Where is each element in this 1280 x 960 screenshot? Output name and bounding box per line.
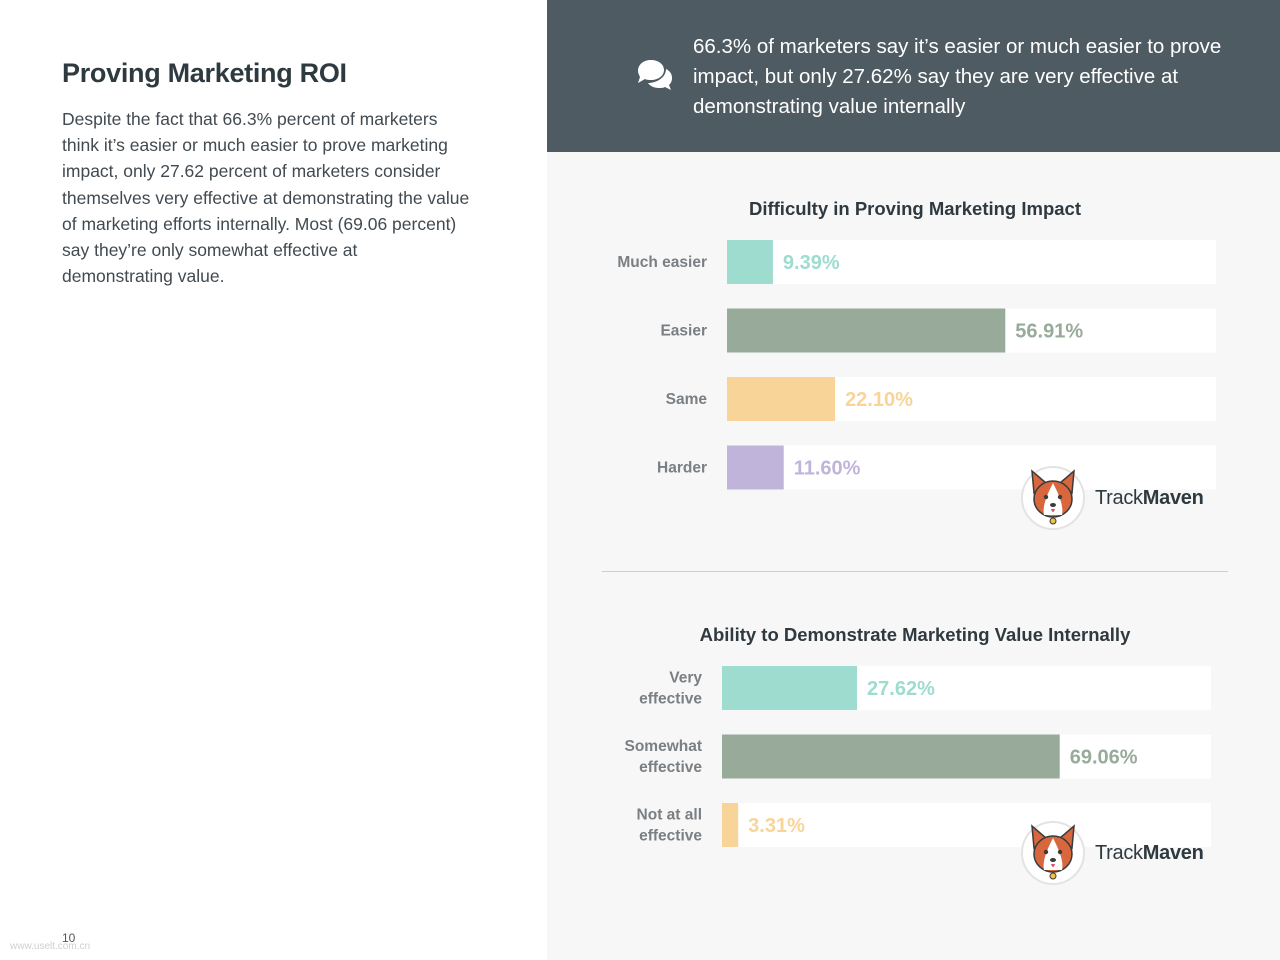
trackmaven-logo-2: TrackMaven <box>1020 820 1216 886</box>
page-number: 10 <box>62 931 76 945</box>
bar-track <box>727 445 1216 490</box>
value-label: 56.91% <box>1015 321 1083 343</box>
category-label: Much easier <box>617 254 707 271</box>
category-label-line: effective <box>639 828 702 845</box>
bar <box>722 803 739 847</box>
value-label: 3.31% <box>748 815 805 837</box>
logo-wordmark: TrackMaven <box>1095 842 1204 865</box>
logo-wordmark: TrackMaven <box>1095 487 1204 510</box>
category-label-line: Harder <box>657 460 707 477</box>
section-divider <box>602 571 1228 572</box>
bar <box>727 240 773 284</box>
bar-track <box>727 240 1216 284</box>
category-label-line: Easier <box>660 323 707 340</box>
category-label: Harder <box>657 460 707 477</box>
category-label-line: Somewhat <box>624 738 702 755</box>
left-panel: Proving Marketing ROI Despite the fact t… <box>0 0 547 960</box>
bar <box>722 666 858 710</box>
chart2-title: Ability to Demonstrate Marketing Value I… <box>699 624 1131 645</box>
trackmaven-logo: TrackMaven <box>1020 465 1216 531</box>
value-label: 9.39% <box>783 252 840 274</box>
bar <box>727 445 784 490</box>
category-label-line: Same <box>666 391 708 408</box>
value-label: 22.10% <box>845 389 913 411</box>
logo-part1: Track <box>1095 487 1143 509</box>
category-label-line: Not at all <box>637 807 702 824</box>
banner-quote: 66.3% of marketers say it’s easier or mu… <box>693 35 1222 118</box>
category-label-line: effective <box>639 691 702 708</box>
corgi-mascot-icon <box>1021 466 1085 530</box>
category-label: Easier <box>660 323 707 340</box>
category-label: Same <box>666 391 708 408</box>
chart1-title: Difficulty in Proving Marketing Impact <box>748 198 1081 219</box>
body-paragraph: Despite the fact that 66.3% percent of m… <box>62 109 470 287</box>
bar <box>727 377 836 421</box>
category-label-line: Much easier <box>617 254 707 271</box>
category-label-line: Very <box>669 670 702 687</box>
corgi-mascot-icon <box>1021 821 1085 885</box>
category-label-line: effective <box>639 759 702 776</box>
category-label: Somewhat effective <box>624 738 702 776</box>
value-label: 27.62% <box>867 678 935 700</box>
logo-part2: Maven <box>1142 487 1204 509</box>
chart2: Very effective 27.62% Somewhat effective 69.0… <box>624 666 1211 847</box>
bar <box>722 734 1060 779</box>
category-label: Not at all effective <box>637 807 703 845</box>
speech-bubbles-icon <box>638 60 672 90</box>
category-label: Very effective <box>639 670 702 708</box>
bar <box>727 308 1006 353</box>
logo-part2: Maven <box>1142 842 1204 864</box>
watermark: www.uselt.com.cn <box>10 941 91 952</box>
logo-part1: Track <box>1095 842 1143 864</box>
chart1: Much easier 9.39% Easier 56.91% Same 22.10% Ha… <box>617 240 1216 490</box>
page-title: Proving Marketing ROI <box>62 58 347 88</box>
value-label: 11.60% <box>794 458 861 480</box>
bar-track <box>722 803 1211 847</box>
value-label: 69.06% <box>1070 747 1138 769</box>
